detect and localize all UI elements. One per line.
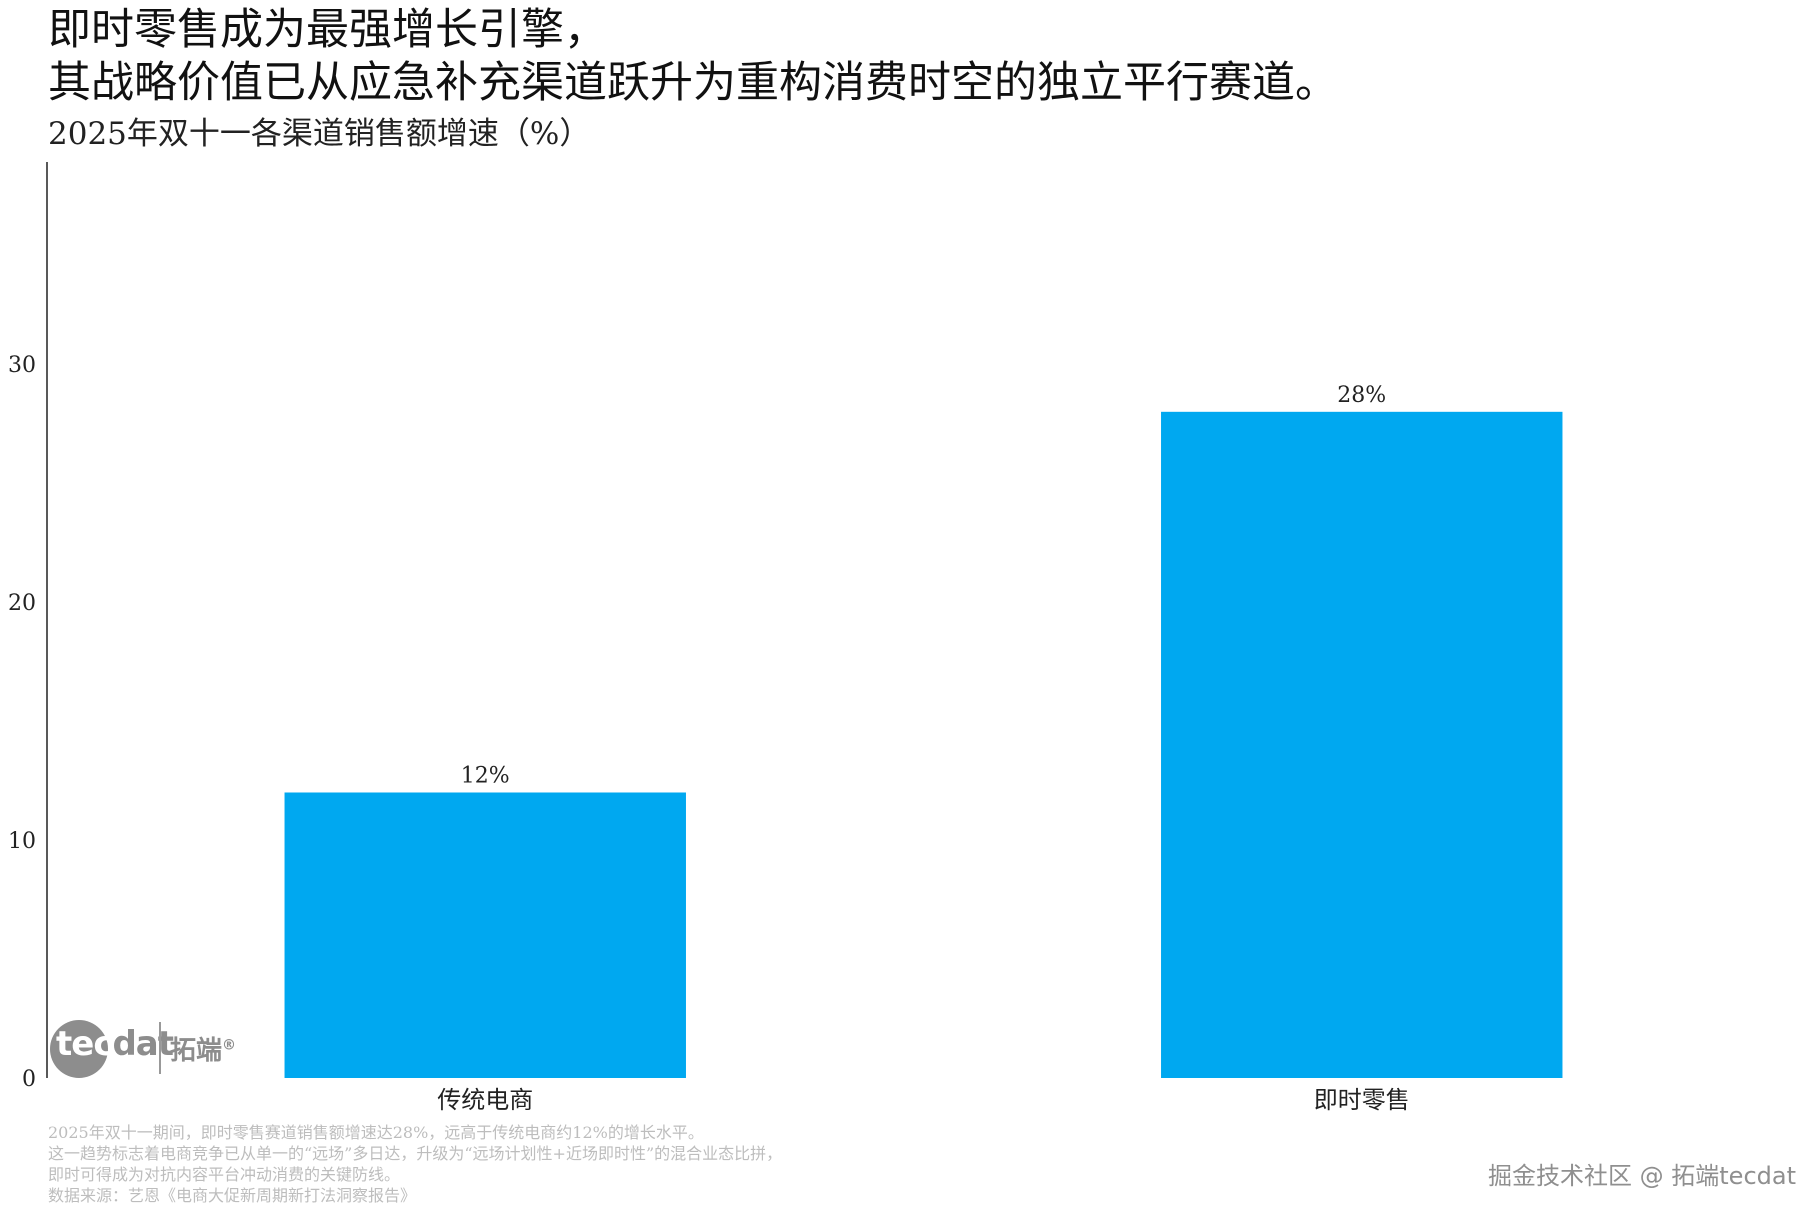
chart-subtitle: 2025年双十一各渠道销售额增速（%）: [48, 116, 591, 152]
registered-mark: ®: [222, 1037, 237, 1054]
x-category-label: 即时零售: [1314, 1086, 1410, 1114]
headline-line-1: 即时零售成为最强增长引擎，: [48, 5, 607, 55]
footnote-line: 这一趋势标志着电商竞争已从单一的“远场”多日达，升级为“远场计划性+近场即时性”…: [48, 1144, 783, 1163]
chart-headline: 即时零售成为最强增长引擎， 其战略价值已从应急补充渠道跃升为重构消费时空的独立平…: [48, 4, 1338, 110]
y-tick-label: 10: [8, 829, 36, 854]
watermark: 掘金技术社区 @ 拓端tecdat: [1488, 1162, 1796, 1190]
source-note: 数据来源：艺恩《电商大促新周期新打法洞察报告》: [48, 1186, 417, 1205]
footnote-line: 2025年双十一期间，即时零售赛道销售额增速达28%，远高于传统电商约12%的增…: [48, 1123, 704, 1142]
logo-divider: [159, 1022, 161, 1074]
y-tick-label: 20: [8, 591, 36, 616]
bar-data-label: 12%: [461, 763, 510, 788]
x-category-label: 传统电商: [437, 1086, 533, 1114]
footnotes: 2025年双十一期间，即时零售赛道销售额增速达28%，远高于传统电商约12%的增…: [48, 1122, 782, 1206]
bar: [1161, 411, 1563, 1078]
tecdat-logo: tecdat 拓端®: [50, 1014, 250, 1078]
logo-wordmark: tecdat: [56, 1024, 174, 1064]
logo-circle-icon: [50, 1020, 108, 1078]
y-tick-label: 30: [8, 353, 36, 378]
logo-cn-text: 拓端®: [170, 1036, 237, 1066]
footnote-line: 即时可得成为对抗内容平台冲动消费的关键防线。: [48, 1165, 401, 1184]
bar: [284, 792, 686, 1078]
bar-data-label: 28%: [1337, 383, 1386, 408]
y-tick-label: 0: [22, 1067, 36, 1092]
headline-line-2: 其战略价值已从应急补充渠道跃升为重构消费时空的独立平行赛道。: [48, 58, 1338, 108]
